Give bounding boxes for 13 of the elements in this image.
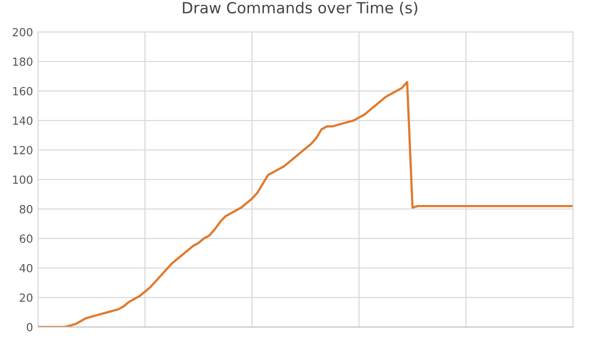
y-tick-label: 180 (13, 57, 32, 66)
y-tick-label: 80 (20, 204, 32, 214)
y-tick-label: 0 (26, 322, 32, 332)
y-tick-label: 200 (12, 28, 32, 36)
y-tick-label: 160 (13, 86, 32, 96)
y-tick-label: 40 (20, 264, 32, 272)
y-tick-label: 120 (13, 146, 32, 154)
y-tick-label: 60 (20, 234, 32, 243)
chart-title: Draw Commands over Time (s) (182, 2, 418, 16)
line-series (38, 81, 573, 327)
y-tick-label: 100 (13, 175, 32, 184)
y-tick-label: 20 (20, 293, 32, 302)
y-tick-label: 140 (13, 116, 32, 125)
